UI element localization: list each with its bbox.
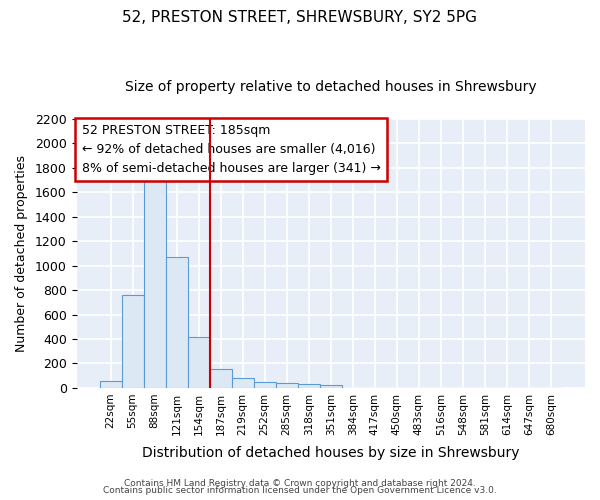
- Bar: [188, 336, 210, 388]
- Bar: [100, 381, 122, 388]
- Bar: [143, 175, 166, 388]
- Bar: [166, 257, 188, 388]
- Text: 52, PRESTON STREET, SHREWSBURY, SY2 5PG: 52, PRESTON STREET, SHREWSBURY, SY2 5PG: [122, 10, 478, 25]
- X-axis label: Distribution of detached houses by size in Shrewsbury: Distribution of detached houses by size …: [142, 446, 520, 460]
- Y-axis label: Number of detached properties: Number of detached properties: [15, 155, 28, 352]
- Bar: [210, 369, 232, 388]
- Bar: [320, 386, 342, 388]
- Bar: [276, 383, 298, 388]
- Bar: [254, 382, 276, 388]
- Text: 52 PRESTON STREET: 185sqm
← 92% of detached houses are smaller (4,016)
8% of sem: 52 PRESTON STREET: 185sqm ← 92% of detac…: [82, 124, 380, 175]
- Title: Size of property relative to detached houses in Shrewsbury: Size of property relative to detached ho…: [125, 80, 536, 94]
- Bar: [122, 295, 143, 388]
- Bar: [232, 378, 254, 388]
- Text: Contains HM Land Registry data © Crown copyright and database right 2024.: Contains HM Land Registry data © Crown c…: [124, 478, 476, 488]
- Bar: [298, 384, 320, 388]
- Text: Contains public sector information licensed under the Open Government Licence v3: Contains public sector information licen…: [103, 486, 497, 495]
